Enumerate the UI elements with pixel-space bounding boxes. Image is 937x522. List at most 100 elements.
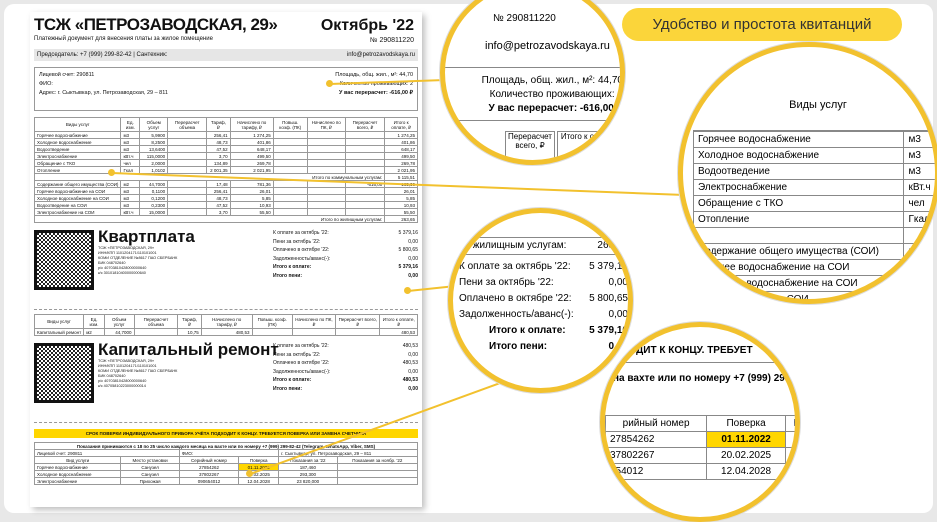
zoom-service-unit: м3 — [903, 259, 935, 276]
fio-label: ФИО: — [39, 81, 53, 87]
zoom-service-name: Холодное водоснабжение — [692, 147, 905, 164]
table-cell — [306, 166, 346, 174]
column-header: Тариф, ₽ — [206, 117, 231, 132]
meter-account: Лицевой счет: 290811 — [34, 449, 180, 457]
sum-value: 480,53 — [402, 377, 418, 383]
table-cell: Водоотведение на СОИ — [33, 201, 122, 209]
sum-value: 0,00 — [408, 238, 418, 245]
zoom-meter-date: 12.04.2028 — [706, 463, 786, 480]
table-cell: 44,7000 — [103, 328, 135, 336]
meter-cell: Санузел — [120, 470, 180, 478]
receipt-title: ТСЖ «ПЕТРОЗАВОДСКАЯ, 29» — [34, 15, 278, 34]
table-cell: Содержание общего имущества (СОИ) — [33, 180, 122, 188]
table-cell: 256,41 — [206, 187, 231, 195]
table-cell — [251, 328, 293, 336]
meter-cell: 293,300 — [278, 470, 338, 478]
meter-cell — [336, 477, 419, 485]
meters-table: Показания принимаются с 18 по 25 число к… — [33, 442, 419, 485]
bank-detail-line: ТСЖ «ПЕТРОЗАВОДСКАЯ, 29» — [98, 359, 155, 363]
table-cell: м3 — [120, 145, 141, 153]
table-cell — [167, 180, 208, 188]
zoom-sum-label: Задолженность/аванс(-): — [459, 309, 574, 320]
table-row: Горячее водоснабжение на СОИ м3 0,1100 256,… — [33, 187, 418, 195]
table-cell: 401,86 — [384, 138, 418, 146]
meter-cell: 090654012 — [178, 477, 240, 485]
bank-detail-line: ТСЖ «ПЕТРОЗАВОДСКАЯ, 29» — [98, 246, 155, 250]
table-cell: 115,0000 — [139, 152, 169, 160]
zoom-meters-circle: ДХОДИТ К КОНЦУ. ТРЕБУЕТ на вахте или по … — [600, 322, 800, 522]
zoom-meter-serial: 37802267 — [605, 447, 708, 464]
meter-cell: 12.04.2028 — [238, 477, 280, 485]
table-cell: м3 — [120, 131, 141, 139]
table-cell: 15,0000 — [139, 208, 169, 216]
table-cell: 480,53 — [379, 328, 418, 336]
table-cell: кВт.ч — [120, 152, 141, 160]
meter-column-header: Вид услуги — [33, 456, 122, 464]
table-cell — [344, 138, 386, 146]
table-cell: 781,36 — [229, 180, 274, 188]
zoom-service-unit: м2 — [903, 243, 935, 260]
column-header: Виды услуг — [33, 117, 122, 132]
account-number: Лицевой счет: 290811 — [39, 72, 95, 78]
table-cell: 10,93 — [384, 201, 418, 209]
recalc-text: У вас перерасчет: -616,00 ₽ — [339, 90, 413, 96]
table-cell: 44,7000 — [139, 180, 169, 188]
table-cell: 5,85 — [384, 194, 418, 202]
zoom-service-name: Водоотведение на СОИ — [692, 291, 905, 299]
zoom-sum-value: 0,00 — [608, 341, 628, 352]
table-cell: Горячее водоснабжение — [33, 131, 122, 139]
table-cell — [306, 187, 346, 195]
table-cell: 1 274,25 — [384, 131, 418, 139]
table-cell — [272, 152, 308, 160]
table-cell — [306, 194, 346, 202]
table-cell — [167, 194, 208, 202]
column-header: Итого к оплате, ₽ — [384, 117, 418, 132]
meter-cell — [336, 463, 419, 471]
table-cell — [272, 187, 308, 195]
table-cell — [272, 145, 308, 153]
table-cell: 2,0000 — [139, 159, 169, 167]
meter-cell: 37802267 — [178, 470, 240, 478]
column-header: Ед. изм. — [83, 314, 105, 329]
zoom-service-unit: Гкал — [903, 211, 935, 228]
bank-detail-line: КОМИ ОТДЕЛЕНИЕ №8617 ПАО СБЕРБАНК — [98, 369, 178, 373]
zoom-service-unit: м3 — [903, 275, 935, 292]
sum-label: Пени за октябрь '22: — [273, 351, 321, 358]
column-header: Виды услуг — [33, 314, 85, 329]
table-cell: 2 021,95 — [384, 166, 418, 174]
table-cell — [272, 180, 308, 188]
zoom-col1: Перерасчет всего, ₽ — [505, 131, 555, 160]
meter-column-header: Показания за ноябр. '22 — [336, 456, 419, 464]
table-cell: 8,2500 — [139, 138, 169, 146]
bank-detail-line: БИК 048702640 — [98, 261, 126, 265]
table-cell: Обращение с ТКО — [33, 159, 122, 167]
zoom-meter-header: Поверка — [706, 415, 786, 432]
table-cell: 3,70 — [206, 208, 231, 216]
bank-detail-line: р/с 40703810428000000640 — [98, 379, 147, 383]
receipt-number: № 290811220 — [370, 37, 414, 44]
zoom-service-unit — [903, 227, 935, 244]
rent-payment-block: Квартплата ТСЖ «ПЕТРОЗАВОДСКАЯ, 29» ИНН/К… — [34, 228, 418, 302]
zoom-sum-label: К оплате за октябрь '22: — [459, 261, 571, 272]
zoom-service-unit: кВт.ч — [903, 179, 935, 196]
table-cell — [272, 208, 308, 216]
column-header: Перерасчет объема — [133, 314, 179, 329]
table-row: Холодное водоснабжение м3 8,2500 48,73 401,8… — [33, 138, 418, 146]
bank-detail-line: БИК 048702640 — [98, 374, 126, 378]
zoom-housing-label: по жилищным услугам: — [459, 240, 567, 251]
table-cell: м3 — [120, 138, 141, 146]
table-cell: Холодное водоснабжение на СОИ — [33, 194, 122, 202]
meter-cell: Прихожая — [120, 477, 180, 485]
table-cell — [272, 131, 308, 139]
table-cell — [306, 159, 346, 167]
table-cell: 55,50 — [384, 208, 418, 216]
table-cell: 499,50 — [384, 152, 418, 160]
table-cell — [344, 208, 386, 216]
email-text: info@petrozavodskaya.ru — [346, 52, 415, 58]
column-header: Перерасчет всего, ₽ — [335, 314, 381, 329]
column-header: Начислено по ПК, ₽ — [291, 314, 337, 329]
table-cell: 2 021,95 — [229, 166, 274, 174]
feature-callout: Удобство и простота квитанций — [622, 8, 902, 41]
zoom-service-unit: чел — [903, 195, 935, 212]
address-text: Адрес: г. Сыктывкар, ул. Петрозаводская,… — [39, 90, 168, 96]
